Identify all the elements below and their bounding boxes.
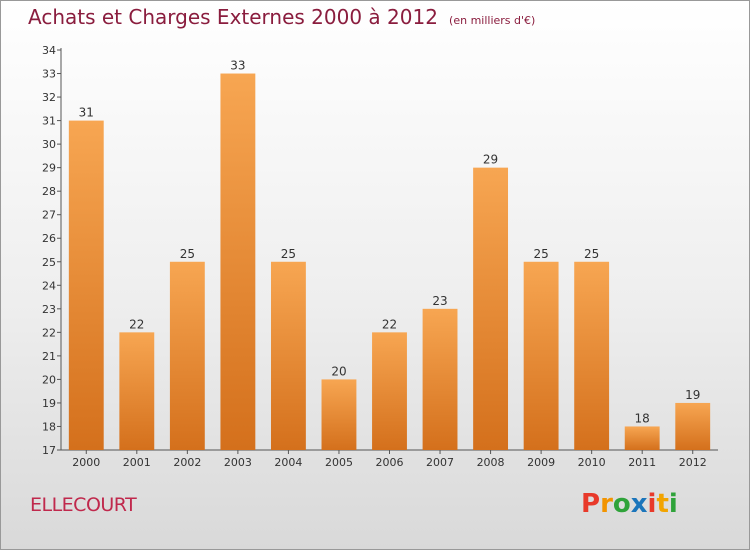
y-tick-label: 29: [42, 162, 56, 175]
y-tick-label: 24: [42, 279, 56, 292]
bar: [220, 73, 256, 450]
logo-letter: i: [668, 489, 678, 519]
data-label: 33: [230, 59, 245, 73]
data-label: 25: [180, 247, 195, 261]
chart-title: Achats et Charges Externes 2000 à 2012: [28, 5, 438, 29]
logo-letter: i: [647, 489, 657, 519]
y-tick-label: 33: [42, 68, 56, 81]
x-tick-label: 2005: [325, 456, 353, 469]
bar: [574, 261, 610, 450]
logo-letter: P: [581, 489, 601, 519]
y-tick-label: 26: [42, 232, 56, 245]
x-tick-label: 2000: [72, 456, 100, 469]
data-label: 23: [432, 294, 447, 308]
y-tick-label: 30: [42, 138, 56, 151]
bar: [523, 261, 559, 450]
logo-letter: o: [612, 489, 631, 519]
bar: [270, 261, 306, 450]
data-label: 22: [129, 317, 144, 331]
x-tick-label: 2001: [123, 456, 151, 469]
data-label: 18: [635, 411, 650, 425]
y-tick-label: 25: [42, 256, 56, 269]
logo-letter: x: [630, 489, 648, 519]
y-tick-label: 18: [42, 420, 56, 433]
chart-labels: 31 2000 22 2001 25 2002 33 2003 25 2004 20 2005 22 20…: [72, 59, 706, 469]
x-tick-label: 2012: [679, 456, 707, 469]
x-tick-label: 2007: [426, 456, 454, 469]
chart-title-block: Achats et Charges Externes 2000 à 2012 (…: [28, 5, 535, 29]
y-tick-label: 19: [42, 397, 56, 410]
x-tick-label: 2002: [173, 456, 201, 469]
y-tick-label: 22: [42, 326, 56, 339]
logo-letter: r: [600, 489, 613, 519]
y-tick-label: 31: [42, 115, 56, 128]
bar: [675, 402, 711, 450]
bar: [422, 308, 458, 450]
y-tick-label: 23: [42, 303, 56, 316]
bar: [624, 426, 660, 450]
x-tick-label: 2010: [578, 456, 606, 469]
data-label: 25: [584, 247, 599, 261]
x-tick-label: 2008: [477, 456, 505, 469]
bar: [119, 332, 155, 450]
data-label: 19: [685, 388, 700, 402]
x-tick-label: 2009: [527, 456, 555, 469]
chart-subtitle: (en milliers d'€): [449, 14, 536, 27]
proxiti-logo: Proxiti: [581, 489, 678, 519]
data-label: 31: [79, 106, 94, 120]
bar: [473, 167, 509, 450]
bar: [372, 332, 407, 450]
bar: [68, 120, 104, 451]
y-tick-label: 34: [42, 44, 56, 57]
y-tick-label: 17: [42, 444, 56, 457]
y-tick-label: 27: [42, 209, 56, 222]
data-label: 25: [281, 247, 296, 261]
data-label: 20: [331, 364, 346, 378]
x-tick-label: 2004: [274, 456, 302, 469]
bar: [321, 379, 357, 450]
data-label: 29: [483, 153, 498, 167]
x-tick-label: 2003: [224, 456, 252, 469]
y-tick-label: 20: [42, 373, 56, 386]
data-label: 25: [533, 247, 548, 261]
y-tick-label: 21: [42, 350, 56, 363]
x-tick-label: 2006: [376, 456, 404, 469]
commune-name: ELLECOURT: [30, 494, 137, 516]
chart-bars: [68, 73, 711, 451]
data-label: 22: [382, 317, 397, 331]
x-tick-label: 2011: [628, 456, 656, 469]
logo-letter: t: [656, 489, 669, 519]
bar: [169, 261, 205, 450]
y-tick-label: 32: [42, 91, 56, 104]
y-tick-label: 28: [42, 185, 56, 198]
